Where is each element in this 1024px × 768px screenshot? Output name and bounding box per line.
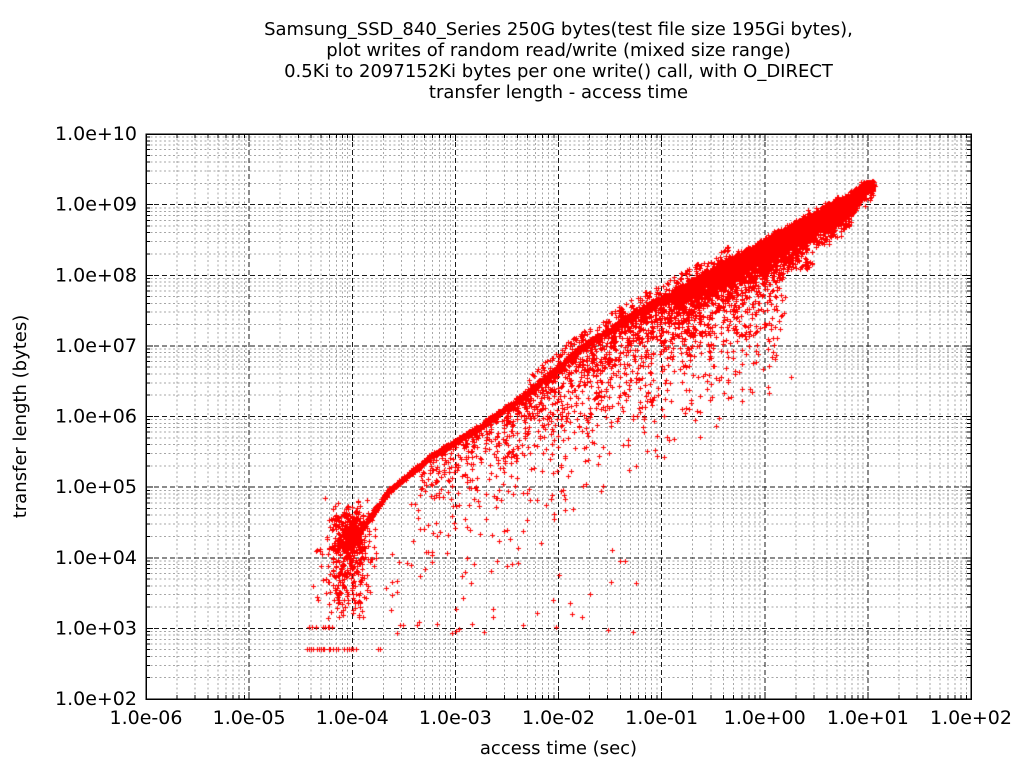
x-axis-label: access time (sec): [479, 738, 638, 759]
y-axis-label: transfer length (bytes): [10, 314, 31, 519]
